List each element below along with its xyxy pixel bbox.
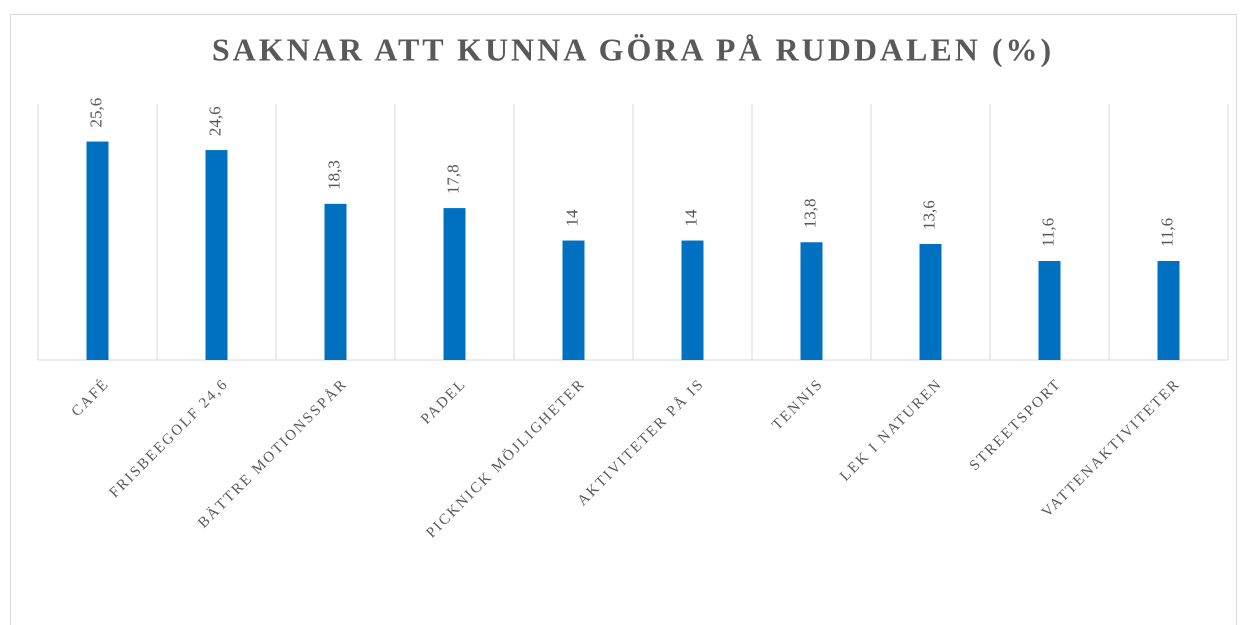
value-label: 13,8 <box>800 198 819 228</box>
bar <box>86 141 109 360</box>
bar <box>1038 261 1061 360</box>
value-label: 11,6 <box>1038 218 1057 247</box>
bar <box>919 243 942 360</box>
chart-title: SAKNAR ATT KUNNA GÖRA PÅ RUDDALEN (%) <box>212 31 1054 67</box>
bar <box>1157 261 1180 360</box>
bar <box>681 240 704 360</box>
value-label: 11,6 <box>1157 218 1176 247</box>
value-label: 18,3 <box>324 160 343 190</box>
value-label: 14 <box>562 209 581 227</box>
value-label: 17,8 <box>443 164 462 194</box>
value-label: 14 <box>681 209 700 227</box>
bar <box>205 150 228 360</box>
value-label: 24,6 <box>205 106 224 136</box>
bar <box>443 208 466 360</box>
bar <box>324 203 347 360</box>
bar <box>562 240 585 360</box>
value-label: 13,6 <box>919 200 938 230</box>
value-label: 25,6 <box>86 98 105 128</box>
bar <box>800 242 823 360</box>
